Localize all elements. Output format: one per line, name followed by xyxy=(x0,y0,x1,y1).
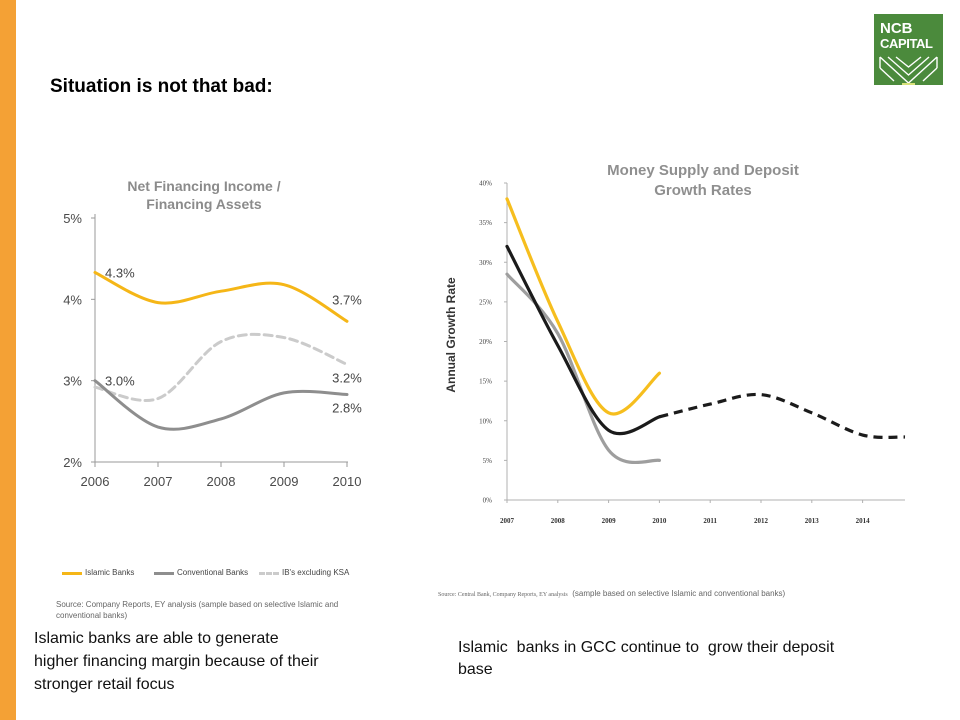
source-prefix: Source: Central Bank, Company Reports, E… xyxy=(438,592,568,598)
x-tick-label: 2010 xyxy=(652,517,667,525)
legend-label: Islamic Banks xyxy=(85,568,135,577)
y-tick-label: 0% xyxy=(483,497,493,505)
y-tick-label: 5% xyxy=(63,211,82,226)
right-caption: Islamic banks in GCC continue to grow th… xyxy=(458,637,834,681)
logo-text-capital: CAPITAL xyxy=(880,36,933,51)
y-tick-label: 10% xyxy=(479,417,492,425)
source-sample-note: (sample based on selective Islamic and c… xyxy=(572,589,786,598)
net-financing-income-chart: Net Financing Income / Financing Assets … xyxy=(63,178,362,489)
growth-rate-line-4 xyxy=(505,272,661,465)
series-line-ib-s-excluding-ksa xyxy=(93,332,349,402)
chart-title-line: Money Supply and Deposit xyxy=(607,162,799,179)
x-tick-label: 2008 xyxy=(551,517,566,525)
legend-item-ibs-excluding-ksa: IB's excluding KSA xyxy=(259,568,349,578)
y-axis-title: Annual Growth Rate xyxy=(444,277,458,393)
y-tick-label: 40% xyxy=(479,180,492,188)
x-tick-label: 2008 xyxy=(207,474,236,489)
data-label: 2.8% xyxy=(332,400,362,415)
caption-line: stronger retail focus xyxy=(34,676,175,693)
chart-axes: 0% 5% 10% 15% 20% 25% 30% 35% 40% 2007 2008 2009 201… xyxy=(479,180,905,525)
x-tick-label: 2007 xyxy=(500,517,515,525)
caption-line: higher financing margin because of their xyxy=(34,653,319,670)
x-tick-label: 2013 xyxy=(805,517,820,525)
y-tick-label: 30% xyxy=(479,259,492,267)
right-chart-source-note: Source: Central Bank, Company Reports, E… xyxy=(438,583,785,601)
legend-label: Conventional Banks xyxy=(177,568,249,577)
caption-line: Islamic banks in GCC continue to grow th… xyxy=(458,639,835,656)
logo-emblem-icon xyxy=(879,56,938,85)
x-tick-label: 2010 xyxy=(333,474,362,489)
left-chart-source-note: Source: Company Reports, EY analysis (sa… xyxy=(56,600,339,620)
growth-rate-line-2 xyxy=(505,244,661,436)
y-tick-label: 4% xyxy=(63,292,82,307)
y-tick-label: 20% xyxy=(479,338,492,346)
y-tick-label: 2% xyxy=(63,455,82,470)
money-supply-deposit-growth-chart: Money Supply and Deposit Growth Rates An… xyxy=(444,162,906,525)
caption-line: base xyxy=(458,661,493,678)
growth-rate-line-1 xyxy=(505,197,661,416)
left-caption: Islamic banks are able to generate highe… xyxy=(34,627,319,696)
y-tick-label: 15% xyxy=(479,378,492,386)
x-tick-label: 2014 xyxy=(856,517,871,525)
data-label: 4.3% xyxy=(105,265,135,280)
series-line-islamic-banks xyxy=(93,270,349,323)
data-label: 3.2% xyxy=(332,370,362,385)
series-line-conventional-banks xyxy=(93,379,349,431)
chart-axes: 2% 3% 4% 5% 2006 2007 2008 2009 2010 xyxy=(63,211,361,489)
data-label: 3.0% xyxy=(105,374,135,389)
chart-title-line: Net Financing Income / xyxy=(127,178,280,194)
legend-item-conventional-banks: Conventional Banks xyxy=(154,568,248,578)
legend-swatch xyxy=(154,571,174,575)
data-label: 3.7% xyxy=(332,292,362,307)
chart-title-line: Financing Assets xyxy=(146,196,262,212)
caption-line: Islamic banks are able to generate xyxy=(34,630,279,647)
legend-swatch xyxy=(62,571,82,575)
accent-bar xyxy=(0,0,16,720)
x-tick-label: 2011 xyxy=(703,517,717,525)
y-tick-label: 3% xyxy=(63,374,82,389)
company-logo: NCB CAPITAL xyxy=(874,14,943,85)
x-tick-label: 2006 xyxy=(81,474,110,489)
slide-title: Situation is not that bad: xyxy=(50,76,273,97)
growth-rate-line-3-dashed xyxy=(659,392,906,440)
x-tick-label: 2012 xyxy=(754,517,769,525)
legend-swatch xyxy=(259,571,279,575)
logo-text-ncb: NCB xyxy=(880,20,913,37)
x-tick-label: 2009 xyxy=(602,517,617,525)
x-tick-label: 2007 xyxy=(144,474,173,489)
legend-item-islamic-banks: Islamic Banks xyxy=(62,568,134,578)
legend-label: IB's excluding KSA xyxy=(282,568,350,577)
y-tick-label: 5% xyxy=(483,457,493,465)
x-tick-label: 2009 xyxy=(270,474,299,489)
y-tick-label: 25% xyxy=(479,298,492,306)
y-tick-label: 35% xyxy=(479,219,492,227)
chart-title-line: Growth Rates xyxy=(654,182,752,199)
